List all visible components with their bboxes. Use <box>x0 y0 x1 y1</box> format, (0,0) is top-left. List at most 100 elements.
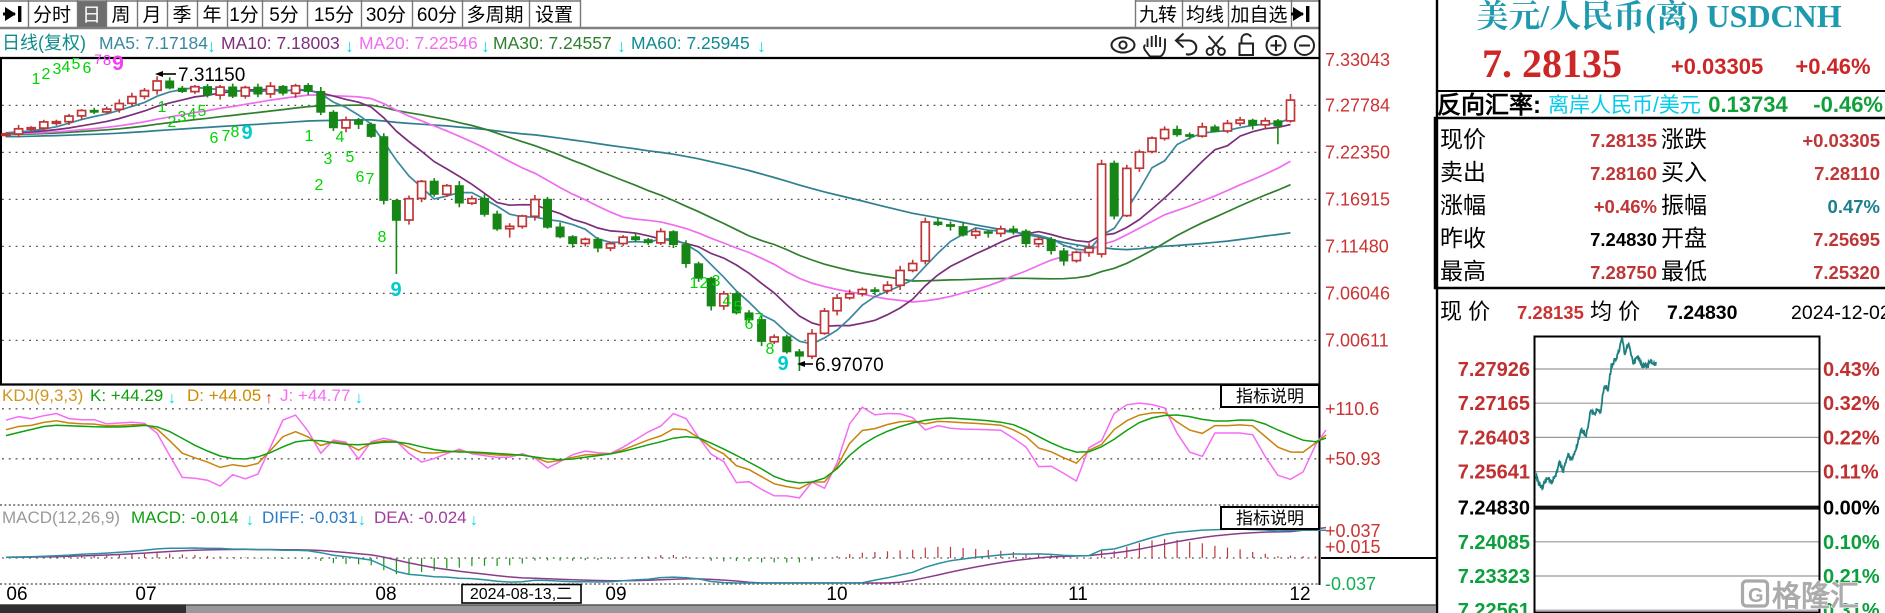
svg-text:+50.93: +50.93 <box>1325 449 1381 469</box>
svg-text:0.47%: 0.47% <box>1828 196 1880 217</box>
svg-text:30分: 30分 <box>366 0 406 27</box>
svg-text:MACD: -0.014: MACD: -0.014 <box>131 508 239 527</box>
svg-text:0.21%: 0.21% <box>1823 566 1880 588</box>
svg-text:7.06046: 7.06046 <box>1325 283 1390 303</box>
svg-text:7.16915: 7.16915 <box>1325 189 1390 209</box>
svg-text:4: 4 <box>188 106 197 123</box>
svg-text:7.25320: 7.25320 <box>1813 262 1880 283</box>
svg-text:7.00611: 7.00611 <box>1325 330 1389 350</box>
svg-text:10: 10 <box>826 584 847 605</box>
svg-text:买入: 买入 <box>1661 153 1707 187</box>
svg-text:↓: ↓ <box>345 36 354 56</box>
svg-text:7.28135: 7.28135 <box>1590 130 1657 151</box>
svg-text:0.32%: 0.32% <box>1823 393 1880 415</box>
svg-text:7.23323: 7.23323 <box>1458 566 1530 588</box>
svg-text:↓: ↓ <box>617 36 626 56</box>
svg-text:7.22561: 7.22561 <box>1458 600 1530 613</box>
svg-text:年: 年 <box>202 0 221 27</box>
svg-text:15分: 15分 <box>314 0 354 27</box>
svg-text:0.00%: 0.00% <box>1823 498 1880 520</box>
svg-text:8: 8 <box>766 341 775 358</box>
svg-text:↓: ↓ <box>358 512 366 529</box>
svg-text:6: 6 <box>83 60 92 77</box>
svg-text:5: 5 <box>72 56 81 73</box>
svg-text:7.24830: 7.24830 <box>1667 302 1738 324</box>
svg-text:1: 1 <box>158 99 167 116</box>
svg-text:7.27926: 7.27926 <box>1458 359 1530 381</box>
svg-text:0.22%: 0.22% <box>1823 427 1880 449</box>
svg-text:美元/人民币(离) USDCNH: 美元/人民币(离) USDCNH <box>1476 0 1841 37</box>
svg-text:09: 09 <box>605 584 626 605</box>
svg-text:6: 6 <box>356 169 365 186</box>
svg-text:8: 8 <box>231 124 240 141</box>
svg-text:MACD(12,26,9): MACD(12,26,9) <box>2 508 120 527</box>
svg-text:5: 5 <box>346 149 355 166</box>
svg-text:+0.46%: +0.46% <box>1795 54 1870 79</box>
svg-text:均 价: 均 价 <box>1590 294 1640 326</box>
svg-text:2: 2 <box>42 66 51 83</box>
svg-text:3: 3 <box>178 109 187 126</box>
svg-text:离岸人民币/美元: 离岸人民币/美元 <box>1548 89 1701 119</box>
svg-text:反向汇率:: 反向汇率: <box>1437 85 1541 120</box>
svg-text:7.28135: 7.28135 <box>1517 302 1584 323</box>
svg-text:0.43%: 0.43% <box>1823 359 1880 381</box>
svg-text:↓: ↓ <box>355 390 363 407</box>
svg-text:6: 6 <box>745 316 754 333</box>
svg-text:+0.015: +0.015 <box>1325 537 1381 557</box>
svg-text:↓: ↓ <box>757 36 766 56</box>
svg-text:3: 3 <box>324 151 333 168</box>
svg-text:1分: 1分 <box>229 0 259 27</box>
svg-text:1: 1 <box>690 275 699 292</box>
svg-text:+0.03305: +0.03305 <box>1671 54 1763 79</box>
svg-text:2024-08-13,二: 2024-08-13,二 <box>470 580 572 604</box>
svg-text:11: 11 <box>1068 584 1088 605</box>
svg-text:↓: ↓ <box>481 36 490 56</box>
svg-text:-0.46%: -0.46% <box>1813 92 1883 117</box>
svg-text:2: 2 <box>700 275 709 292</box>
svg-text:7.25641: 7.25641 <box>1458 462 1530 484</box>
svg-text:7: 7 <box>755 311 764 328</box>
svg-text:KDJ(9,3,3): KDJ(9,3,3) <box>2 386 83 405</box>
svg-text:涨跌: 涨跌 <box>1661 120 1707 154</box>
svg-text:涨幅: 涨幅 <box>1440 186 1486 220</box>
svg-text:0.10%: 0.10% <box>1823 532 1880 554</box>
svg-text:月: 月 <box>142 0 161 27</box>
svg-text:9: 9 <box>241 122 252 144</box>
svg-text:-0.037: -0.037 <box>1325 574 1376 594</box>
svg-text:7: 7 <box>222 128 231 145</box>
svg-text:7.27784: 7.27784 <box>1325 95 1390 115</box>
svg-text:季: 季 <box>172 0 191 27</box>
svg-text:MA30: 7.24557: MA30: 7.24557 <box>493 33 612 53</box>
svg-text:9: 9 <box>112 52 124 75</box>
svg-text:0.31%: 0.31% <box>1823 600 1880 613</box>
svg-text:7.26403: 7.26403 <box>1458 427 1530 449</box>
svg-text:设置: 设置 <box>535 0 573 27</box>
svg-text:DIFF: -0.031: DIFF: -0.031 <box>262 508 357 527</box>
svg-text:G: G <box>1748 585 1764 607</box>
svg-text:7.22350: 7.22350 <box>1325 142 1390 162</box>
svg-text:1: 1 <box>32 71 41 88</box>
svg-text:MA20: 7.22546: MA20: 7.22546 <box>359 33 478 53</box>
svg-text:加自选: 加自选 <box>1230 0 1287 27</box>
svg-text:↓: ↓ <box>246 512 254 529</box>
svg-text:7.11480: 7.11480 <box>1325 236 1389 256</box>
svg-text:7.27165: 7.27165 <box>1458 393 1530 415</box>
svg-text:3: 3 <box>712 273 721 290</box>
svg-text:+0.037: +0.037 <box>1325 521 1381 541</box>
svg-text:指标说明: 指标说明 <box>1236 382 1304 407</box>
svg-text:06: 06 <box>6 584 27 605</box>
svg-text:7.33043: 7.33043 <box>1325 50 1390 70</box>
svg-text:5: 5 <box>198 103 207 120</box>
svg-text:J: +44.77: J: +44.77 <box>280 386 350 405</box>
svg-text:↓: ↓ <box>470 512 478 529</box>
svg-text:DEA: -0.024: DEA: -0.024 <box>374 508 467 527</box>
svg-text:0.11%: 0.11% <box>1823 462 1879 484</box>
svg-text:6: 6 <box>210 130 219 147</box>
svg-text:4: 4 <box>336 129 345 146</box>
svg-text:格隆汇: 格隆汇 <box>1772 573 1859 613</box>
svg-text:最高: 最高 <box>1440 252 1486 286</box>
svg-text:D: +44.05: D: +44.05 <box>187 386 261 405</box>
svg-text:5: 5 <box>734 299 743 316</box>
svg-text:+0.03305: +0.03305 <box>1802 130 1880 151</box>
svg-text:9: 9 <box>777 353 788 375</box>
